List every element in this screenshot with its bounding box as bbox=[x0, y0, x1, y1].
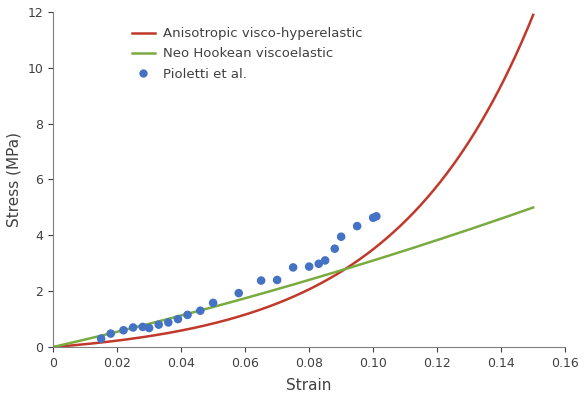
Point bbox=[196, 308, 205, 314]
Point bbox=[128, 324, 138, 331]
Point bbox=[106, 330, 115, 337]
Point bbox=[154, 322, 163, 328]
Point bbox=[234, 290, 243, 296]
Point bbox=[369, 214, 378, 221]
X-axis label: Strain: Strain bbox=[287, 378, 332, 393]
Point bbox=[173, 316, 183, 322]
Legend: Anisotropic visco-hyperelastic, Neo Hookean viscoelastic, Pioletti et al.: Anisotropic visco-hyperelastic, Neo Hook… bbox=[126, 22, 368, 86]
Point bbox=[372, 213, 381, 220]
Y-axis label: Stress (MPa): Stress (MPa) bbox=[7, 132, 22, 227]
Point bbox=[288, 264, 298, 271]
Point bbox=[352, 223, 362, 229]
Point bbox=[257, 277, 266, 284]
Point bbox=[183, 312, 192, 318]
Point bbox=[336, 234, 346, 240]
Point bbox=[138, 324, 148, 330]
Point bbox=[119, 327, 128, 334]
Point bbox=[97, 336, 106, 342]
Point bbox=[209, 300, 218, 306]
Point bbox=[144, 325, 154, 331]
Point bbox=[272, 277, 282, 283]
Point bbox=[305, 263, 314, 270]
Point bbox=[163, 319, 173, 326]
Point bbox=[314, 260, 323, 267]
Point bbox=[330, 246, 339, 252]
Point bbox=[321, 257, 330, 264]
